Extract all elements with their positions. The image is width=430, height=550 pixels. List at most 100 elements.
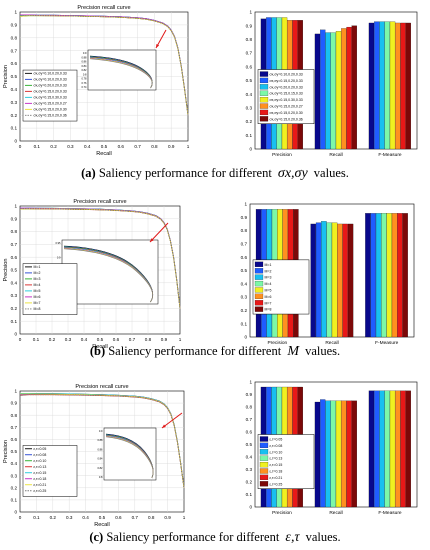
x-tick-label: Recall bbox=[329, 152, 342, 158]
x-tick-label: 0.5 bbox=[99, 515, 106, 520]
zoom-arrow bbox=[161, 412, 183, 429]
y-tick-label: 0.8 bbox=[11, 35, 18, 40]
legend-label: σx,σy=0.10,0.20,0.33 bbox=[34, 72, 67, 76]
x-tick-label: 0.2 bbox=[50, 144, 57, 149]
bar-chart-0: 0 0.1 0.2 0.3 0.4 0.5 0.6 0.7 0.8 0.9 1 Precision Re… bbox=[246, 10, 418, 158]
y-tick-label: 0.6 bbox=[246, 64, 253, 69]
legend-label: ε,τ=0.18 bbox=[270, 470, 283, 474]
legend-label: σx,σy=0.15,0.20,0.33 bbox=[34, 90, 67, 94]
zoom-arrow-head bbox=[150, 238, 154, 242]
inset-tick-label: 0.86 bbox=[97, 447, 103, 451]
bar bbox=[395, 390, 401, 508]
x-tick-label: 0 bbox=[19, 337, 22, 342]
legend-label: σx,σy=0.15,0.30,0.33 bbox=[270, 98, 303, 102]
y-tick-label: 0.1 bbox=[11, 126, 18, 131]
x-tick-label: 0.9 bbox=[164, 515, 171, 520]
legend-swatch bbox=[259, 436, 269, 442]
bar bbox=[337, 223, 343, 338]
x-tick-label: Recall bbox=[325, 340, 338, 346]
legend-swatch bbox=[254, 280, 264, 287]
inset-tick-label: 0.9 bbox=[57, 256, 61, 260]
bar bbox=[335, 31, 342, 150]
x-tick-label: 1 bbox=[183, 515, 186, 520]
legend-swatch bbox=[259, 71, 269, 77]
bar bbox=[330, 32, 336, 150]
x-tick-label: F-Measure bbox=[378, 152, 402, 158]
legend-label: M=3 bbox=[34, 277, 41, 281]
x-axis-label: Recall bbox=[96, 151, 112, 157]
y-tick-label: 0.8 bbox=[11, 229, 18, 234]
y-tick-label: 0.3 bbox=[11, 293, 18, 298]
y-tick-label: 0.1 bbox=[246, 133, 253, 138]
y-tick-label: 0.5 bbox=[11, 74, 18, 79]
pr-chart-2: 0 0.1 0.2 0.3 0.4 0.5 0.6 0.7 0.8 0.9 1 0 0.1 0.2 0.3 0… bbox=[3, 384, 186, 528]
y-tick-label: 0.4 bbox=[11, 280, 18, 285]
legend-swatch bbox=[259, 90, 269, 96]
x-tick-label: 0.2 bbox=[50, 515, 57, 520]
x-tick-label: 0.9 bbox=[168, 144, 175, 149]
caption-a-suffix: values. bbox=[313, 166, 349, 180]
inset-curve bbox=[105, 436, 154, 479]
legend-swatch bbox=[259, 462, 269, 468]
legend-label: M=8 bbox=[265, 308, 272, 312]
x-tick-label: 0.5 bbox=[97, 337, 104, 342]
legend-box bbox=[257, 69, 315, 124]
inset-tick-label: 0.9 bbox=[83, 51, 87, 55]
y-tick-label: 0.5 bbox=[11, 268, 18, 273]
y-tick-label: 0.5 bbox=[246, 442, 253, 447]
x-tick-label: 0.2 bbox=[49, 337, 56, 342]
x-tick-label: 0.7 bbox=[134, 144, 141, 149]
inset-tick-label: 0.9 bbox=[99, 429, 103, 433]
legend-label: ε,τ=0.13 bbox=[270, 457, 283, 461]
legend-label: σx,σy=0.15,0.20,0.33 bbox=[270, 79, 303, 83]
legend-swatch bbox=[254, 274, 264, 280]
y-tick-label: 0.3 bbox=[11, 473, 18, 478]
bar bbox=[397, 213, 403, 338]
legend-label: M=7 bbox=[265, 301, 272, 305]
y-tick-label: 0.9 bbox=[241, 215, 248, 220]
x-tick-label: F-Measure bbox=[378, 510, 402, 516]
y-tick-label: 0.3 bbox=[11, 100, 18, 105]
caption-c: (c) Saliency performance for different ε… bbox=[0, 530, 430, 546]
x-tick-label: 0.3 bbox=[67, 144, 74, 149]
legend-label: σx,σy=0.15,0.20,0.30 bbox=[34, 108, 67, 112]
inset-tick-label: 0.88 bbox=[81, 55, 87, 59]
y-tick-label: 0.6 bbox=[11, 437, 18, 442]
legend-swatch bbox=[259, 109, 269, 116]
legend-label: ε,τ=0.21 bbox=[34, 483, 47, 487]
y-tick-label: 0.7 bbox=[11, 425, 18, 430]
y-tick-label: 0.4 bbox=[11, 461, 18, 466]
y-tick-label: 0.7 bbox=[246, 417, 253, 422]
x-tick-label: Precision bbox=[272, 510, 292, 516]
legend-label: ε,τ=0.05 bbox=[34, 447, 47, 451]
bar bbox=[321, 221, 327, 338]
y-tick-label: 0.2 bbox=[11, 306, 18, 311]
caption-a: (a) Saliency performance for different σ… bbox=[0, 166, 430, 182]
y-tick-label: 0.4 bbox=[241, 281, 248, 286]
caption-b-letter: (b) bbox=[89, 344, 106, 358]
bar bbox=[384, 21, 390, 150]
inset-tick-label: 0.74 bbox=[81, 85, 87, 89]
y-tick-label: 0.7 bbox=[11, 242, 18, 247]
y-tick-label: 0 bbox=[14, 332, 17, 337]
y-tick-label: 0.9 bbox=[246, 392, 253, 397]
legend-label: ε,τ=0.05 bbox=[270, 438, 283, 442]
legend-label: M=3 bbox=[265, 276, 272, 280]
y-tick-label: 0.8 bbox=[246, 405, 253, 410]
bar bbox=[346, 26, 352, 150]
x-tick-label: Recall bbox=[329, 510, 342, 516]
legend-swatch bbox=[259, 442, 269, 448]
y-tick-label: 0.3 bbox=[246, 106, 253, 111]
caption-c-suffix: values. bbox=[305, 530, 341, 544]
y-axis-label: Precision bbox=[3, 258, 9, 281]
y-tick-label: 0 bbox=[244, 335, 247, 340]
x-tick-label: 1 bbox=[179, 337, 182, 342]
inset-tick-label: 0.84 bbox=[81, 64, 87, 68]
legend-label: M=1 bbox=[265, 263, 272, 267]
legend-box bbox=[257, 434, 315, 489]
bar bbox=[326, 222, 332, 338]
y-tick-label: 0 bbox=[14, 510, 17, 515]
legend-swatch bbox=[259, 103, 269, 109]
x-tick-label: 0.1 bbox=[33, 515, 40, 520]
chart-title: Precision recall curve bbox=[75, 384, 128, 390]
